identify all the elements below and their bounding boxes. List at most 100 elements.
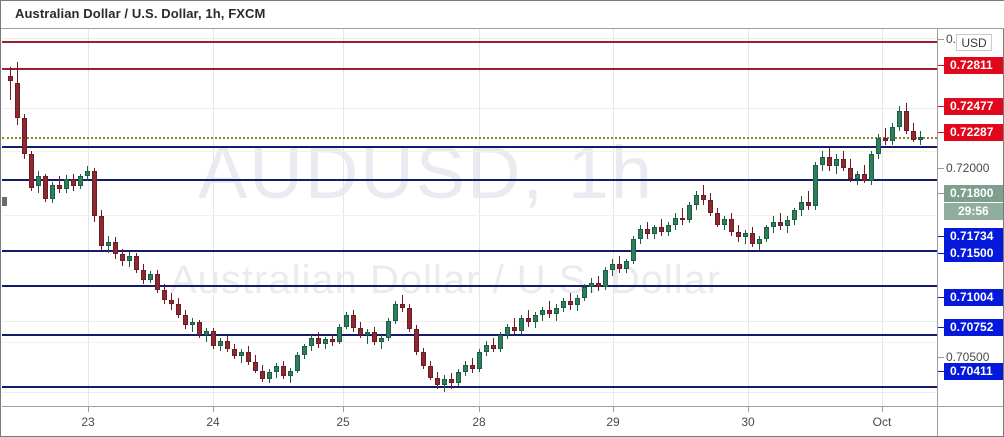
candle-bearish bbox=[99, 29, 104, 406]
support-level-line[interactable] bbox=[2, 334, 937, 336]
candle-body bbox=[358, 328, 363, 336]
candle-body bbox=[386, 320, 391, 338]
candle-bullish bbox=[666, 29, 671, 406]
candle-body bbox=[701, 194, 706, 201]
resistance-level-line[interactable] bbox=[2, 41, 937, 43]
price-badge-071500[interactable]: 0.71500 bbox=[944, 245, 1003, 262]
support-level-line[interactable] bbox=[2, 179, 937, 181]
candle-bullish bbox=[764, 29, 769, 406]
candle-bearish bbox=[645, 29, 650, 406]
candle-bearish bbox=[708, 29, 713, 406]
candle-bullish bbox=[820, 29, 825, 406]
time-axis-label: Oct bbox=[872, 415, 892, 429]
candle-body bbox=[281, 366, 286, 377]
candle-bullish bbox=[575, 29, 580, 406]
candle-body bbox=[736, 231, 741, 238]
candle-body bbox=[519, 318, 524, 331]
candle-bullish bbox=[477, 29, 482, 406]
price-badge-072477[interactable]: 0.72477 bbox=[944, 98, 1003, 115]
time-axis-tick bbox=[213, 407, 214, 412]
candle-bearish bbox=[71, 29, 76, 406]
candle-bullish bbox=[267, 29, 272, 406]
candle-wick bbox=[402, 295, 403, 313]
faint-band bbox=[2, 215, 937, 216]
resistance-level-line[interactable] bbox=[2, 68, 937, 70]
candle-wick bbox=[745, 230, 746, 245]
vertical-gridline bbox=[748, 29, 749, 406]
price-badge-072811[interactable]: 0.72811 bbox=[944, 57, 1003, 74]
candle-bearish bbox=[526, 29, 531, 406]
candle-bearish bbox=[848, 29, 853, 406]
candle-bearish bbox=[155, 29, 160, 406]
candle-body bbox=[85, 170, 90, 177]
candle-bullish bbox=[218, 29, 223, 406]
support-level-line[interactable] bbox=[2, 386, 937, 388]
candle-bearish bbox=[120, 29, 125, 406]
candle-body bbox=[344, 315, 349, 327]
candle-body bbox=[113, 241, 118, 255]
candle-body bbox=[799, 201, 804, 211]
last-price-dotted-line[interactable] bbox=[2, 137, 937, 139]
candle-body bbox=[428, 366, 433, 378]
candle-wick bbox=[192, 318, 193, 333]
candle-bullish bbox=[148, 29, 153, 406]
price-badge-072287[interactable]: 0.72287 bbox=[944, 124, 1003, 141]
candle-body bbox=[71, 179, 76, 187]
candle-bearish bbox=[715, 29, 720, 406]
price-badge-070411[interactable]: 0.70411 bbox=[944, 363, 1003, 380]
candle-body bbox=[8, 76, 13, 82]
candle-bearish bbox=[883, 29, 888, 406]
candle-body bbox=[57, 184, 62, 190]
candle-body bbox=[463, 364, 468, 372]
candle-wick bbox=[367, 329, 368, 344]
candle-bullish bbox=[589, 29, 594, 406]
candle-bullish bbox=[610, 29, 615, 406]
candle-body bbox=[232, 349, 237, 357]
candle-body bbox=[631, 238, 636, 262]
price-badge-071734[interactable]: 0.71734 bbox=[944, 228, 1003, 245]
price-badge-071004[interactable]: 0.71004 bbox=[944, 289, 1003, 306]
price-axis-tick bbox=[938, 132, 944, 133]
candle-bullish bbox=[638, 29, 643, 406]
vertical-gridline bbox=[213, 29, 214, 406]
candle-bearish bbox=[736, 29, 741, 406]
candle-bullish bbox=[484, 29, 489, 406]
candle-body bbox=[64, 179, 69, 190]
time-axis[interactable]: 23 24 25 28 29 30 Oct bbox=[2, 406, 1003, 436]
candle-body bbox=[813, 165, 818, 207]
support-level-line[interactable] bbox=[2, 146, 937, 148]
price-badge-070752[interactable]: 0.70752 bbox=[944, 319, 1003, 336]
candle-bearish bbox=[260, 29, 265, 406]
last-price-badge-071800[interactable]: 0.71800 bbox=[944, 185, 1003, 202]
candle-body bbox=[239, 352, 244, 357]
candle-bullish bbox=[288, 29, 293, 406]
candle-wick bbox=[780, 213, 781, 231]
candle-bearish bbox=[750, 29, 755, 406]
support-level-line[interactable] bbox=[2, 250, 937, 252]
candle-body bbox=[470, 364, 475, 370]
candle-body bbox=[575, 298, 580, 306]
candle-bearish bbox=[141, 29, 146, 406]
candle-body bbox=[29, 153, 34, 188]
chart-plot-area[interactable]: AUDUSD, 1h Australian Dollar / U.S. Doll… bbox=[2, 29, 937, 406]
candle-body bbox=[855, 173, 860, 180]
candle-body bbox=[169, 299, 174, 304]
candle-body bbox=[680, 217, 685, 221]
candle-bearish bbox=[197, 29, 202, 406]
candle-body bbox=[225, 340, 230, 350]
candle-body bbox=[302, 346, 307, 355]
candle-body bbox=[127, 255, 132, 262]
candle-body bbox=[372, 332, 377, 343]
support-level-line[interactable] bbox=[2, 285, 937, 287]
price-axis-tick bbox=[938, 327, 944, 328]
candle-bullish bbox=[757, 29, 762, 406]
candle-body bbox=[316, 337, 321, 344]
candle-body bbox=[904, 111, 909, 132]
price-axis-tick bbox=[938, 236, 944, 237]
candle-body bbox=[267, 371, 272, 380]
price-axis[interactable]: 0.725000.728110.724770.722870.720000.718… bbox=[937, 29, 1003, 406]
candle-bearish bbox=[680, 29, 685, 406]
candle-body bbox=[827, 156, 832, 167]
candle-body bbox=[393, 303, 398, 321]
candle-body bbox=[99, 216, 104, 246]
